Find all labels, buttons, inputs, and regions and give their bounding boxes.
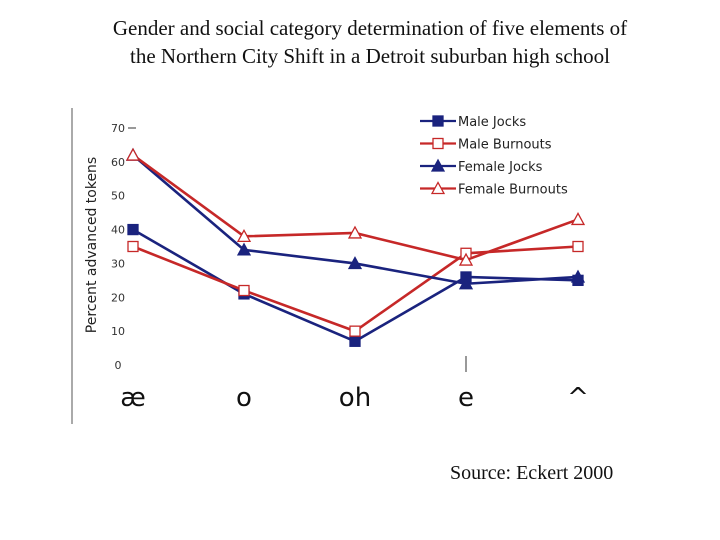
legend-marker-male-burnouts — [432, 137, 444, 150]
data-point-male-burnouts — [572, 240, 584, 253]
y-tick-label: 0 — [115, 359, 122, 372]
y-tick-label: 40 — [111, 224, 125, 237]
y-tick-label: 60 — [111, 156, 125, 169]
x-category-label: ^ — [567, 383, 589, 413]
y-tick-label: 70 — [111, 122, 125, 135]
x-category-label: æ — [120, 383, 146, 413]
legend-label-female-jocks: Female Jocks — [458, 160, 543, 175]
data-point-female-burnouts — [236, 228, 252, 242]
data-point-male-burnouts — [238, 284, 250, 297]
y-tick-label: 50 — [111, 190, 125, 203]
legend-label-male-burnouts: Male Burnouts — [458, 138, 552, 153]
data-point-female-jocks — [570, 269, 586, 283]
data-point-female-jocks — [236, 242, 252, 256]
source-note: Source: Eckert 2000 — [450, 462, 614, 484]
series-lines — [125, 147, 586, 347]
title-line-1: Gender and social category determination… — [112, 16, 628, 40]
x-category-label: o — [236, 383, 252, 413]
legend: Male Jocks Male Burnouts Female Jocks Femal… — [420, 115, 568, 198]
legend-label-male-jocks: Male Jocks — [458, 115, 526, 130]
series-line-male-jocks — [132, 228, 579, 343]
y-axis-label: Percent advanced tokens — [84, 157, 100, 333]
data-point-female-jocks — [347, 256, 363, 270]
y-tick-label: 20 — [111, 291, 125, 304]
title-line-2: the Northern City Shift in a Detroit sub… — [129, 44, 611, 68]
data-point-female-burnouts — [347, 225, 363, 239]
legend-marker-male-jocks — [432, 115, 444, 127]
data-point-male-jocks — [127, 223, 139, 236]
x-categories: æ o oh e ^ — [120, 383, 589, 413]
x-category-label: oh — [339, 383, 371, 413]
data-point-female-burnouts — [458, 252, 474, 266]
y-tick-label: 30 — [111, 257, 125, 270]
y-ticks: 0 10 20 30 40 50 60 70 — [111, 122, 467, 372]
data-point-male-jocks — [349, 335, 361, 347]
legend-marker-female-jocks — [430, 158, 446, 172]
data-point-male-burnouts — [127, 240, 139, 253]
data-point-female-burnouts — [125, 147, 141, 161]
y-tick-label: 10 — [111, 325, 125, 338]
data-point-male-burnouts — [349, 325, 361, 337]
data-point-female-burnouts — [570, 212, 586, 226]
data-point-female-jocks — [458, 276, 474, 290]
chart-title: Gender and social category determination… — [40, 14, 700, 70]
x-category-label: e — [458, 383, 474, 413]
legend-label-female-burnouts: Female Burnouts — [458, 183, 568, 198]
legend-marker-female-burnouts — [430, 181, 446, 195]
